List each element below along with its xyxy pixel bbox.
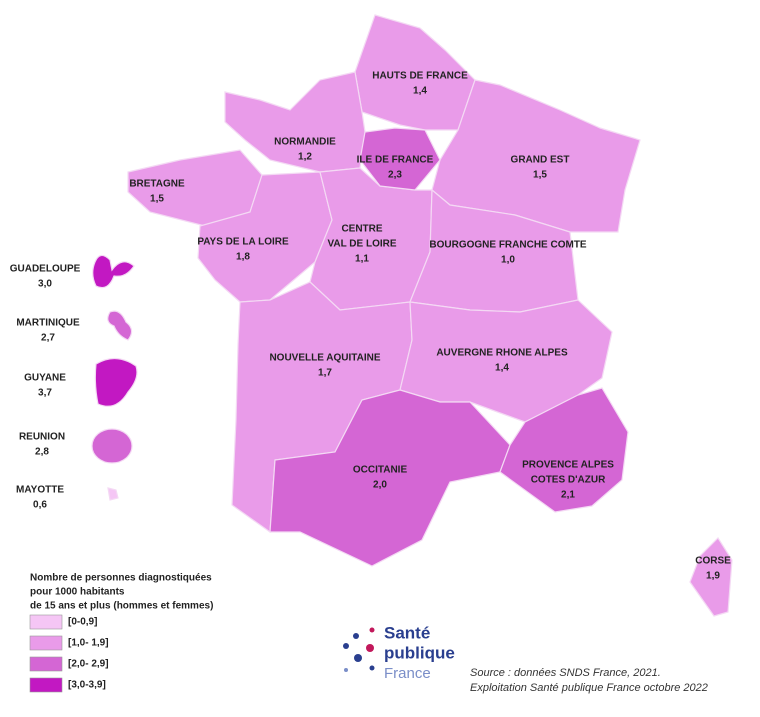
logo-word: Santé — [384, 623, 430, 642]
overseas-name: GUYANE — [24, 373, 66, 384]
region-value: 1,5 — [150, 194, 164, 205]
region-value: 2,0 — [373, 480, 387, 491]
overseas-name: REUNION — [19, 432, 65, 443]
overseas-shape — [107, 487, 119, 501]
legend-label: [3,0-3,9] — [68, 680, 106, 691]
region-name: AUVERGNE RHONE ALPES — [436, 348, 568, 359]
region-value: 1,7 — [318, 368, 332, 379]
region-value: 1,5 — [533, 170, 547, 181]
legend-title: Nombre de personnes diagnostiquées — [30, 573, 212, 584]
region-value: 1,8 — [236, 252, 250, 263]
region-shape — [499, 387, 629, 513]
logo-dot — [353, 633, 359, 639]
region-name: BOURGOGNE FRANCHE COMTE — [429, 240, 587, 251]
region-value: 2,3 — [388, 170, 402, 181]
logo-dot — [369, 627, 375, 633]
region-name: GRAND EST — [511, 155, 570, 166]
region-name: PROVENCE ALPES — [522, 460, 614, 471]
legend-swatch — [29, 635, 63, 651]
overseas-shape — [92, 254, 135, 289]
region-name: BRETAGNE — [129, 179, 185, 190]
logo-dot — [344, 668, 348, 672]
region-labels: HAUTS DE FRANCE 1,4 NORMANDIE 1,2 ILE DE FRA… — [10, 71, 731, 582]
region-name: NOUVELLE AQUITAINE — [269, 353, 380, 364]
region-value: 1,2 — [298, 152, 312, 163]
logo — [343, 627, 375, 672]
logo-dot — [343, 643, 349, 649]
source-line: Exploitation Santé publique France octob… — [470, 682, 708, 694]
region-shape — [359, 127, 441, 191]
region-name: ILE DE FRANCE — [357, 155, 434, 166]
logo-word: France — [384, 665, 431, 682]
legend-swatch — [29, 677, 63, 693]
source: Source : données SNDS France, 2021. Explo… — [470, 667, 708, 694]
legend-title: de 15 ans et plus (hommes et femmes) — [30, 601, 213, 612]
region-value: 1,9 — [706, 571, 720, 582]
overseas-shapes — [91, 254, 138, 501]
region-name: NORMANDIE — [274, 137, 336, 148]
overseas-name: GUADELOUPE — [10, 264, 81, 275]
legend-label: [0-0,9] — [68, 617, 97, 628]
region-value: 1,1 — [355, 254, 369, 265]
region-name: PAYS DE LA LOIRE — [197, 237, 289, 248]
legend-swatch — [29, 614, 63, 630]
logo-dot — [369, 665, 375, 671]
legend-label: [2,0- 2,9] — [68, 659, 109, 670]
overseas-shape — [94, 357, 138, 407]
overseas-value: 0,6 — [33, 500, 47, 511]
overseas-name: MAYOTTE — [16, 485, 64, 496]
overseas-value: 3,0 — [38, 279, 52, 290]
overseas-shape — [91, 428, 133, 464]
regions — [127, 14, 733, 617]
region-name: VAL DE LOIRE — [327, 239, 396, 250]
legend-title: pour 1000 habitants — [30, 587, 125, 598]
legend-swatch — [29, 656, 63, 672]
region-name: CENTRE — [341, 224, 382, 235]
overseas-name: MARTINIQUE — [16, 318, 80, 329]
overseas-value: 2,8 — [35, 447, 49, 458]
region-value: 1,0 — [501, 255, 515, 266]
region-value: 1,4 — [495, 363, 509, 374]
logo-dot — [354, 654, 362, 662]
logo-word: publique — [384, 643, 455, 662]
region-name: OCCITANIE — [353, 465, 408, 476]
legend: Nombre de personnes diagnostiquées pour 1… — [29, 573, 213, 693]
legend-label: [1,0- 1,9] — [68, 638, 109, 649]
logo-dot — [366, 644, 374, 652]
region-name: CORSE — [695, 556, 731, 567]
region-shape — [689, 537, 733, 617]
region-value: 1,4 — [413, 86, 427, 97]
region-name: COTES D'AZUR — [531, 475, 606, 486]
region-name: HAUTS DE FRANCE — [372, 71, 468, 82]
source-line: Source : données SNDS France, 2021. — [470, 667, 661, 679]
overseas-value: 2,7 — [41, 333, 55, 344]
overseas-value: 3,7 — [38, 388, 52, 399]
region-value: 2,1 — [561, 490, 575, 501]
overseas-shape — [107, 310, 133, 341]
